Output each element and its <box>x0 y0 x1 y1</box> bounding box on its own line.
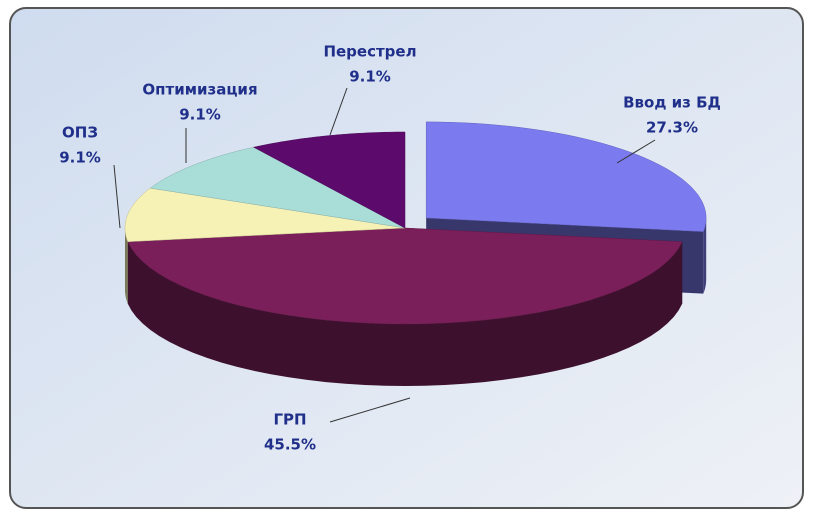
leader-line <box>329 397 411 423</box>
slice-label: ОПЗ <box>62 124 98 142</box>
slice-label: Перестрел <box>323 43 416 61</box>
slice <box>149 146 406 229</box>
slice-value-label: 9.1% <box>59 149 101 167</box>
slice <box>124 187 406 242</box>
slice-label: Оптимизация <box>142 81 257 99</box>
slice-label: Ввод из БД <box>623 94 721 112</box>
slice-value-label: 9.1% <box>179 106 221 124</box>
slice-wall <box>703 217 707 294</box>
slice-value-label: 27.3% <box>646 119 698 137</box>
plot: Ввод из БД 27.3% ГРП 45.5% ОПЗ 9.1% Оптимизаци… <box>59 43 721 454</box>
slice-label: ГРП <box>273 411 306 429</box>
slice-wall <box>125 228 128 304</box>
leader-line <box>616 139 656 164</box>
slice <box>425 121 707 232</box>
leader-line <box>113 164 121 229</box>
slice-value-label: 45.5% <box>264 436 316 454</box>
slice-wall <box>127 241 683 386</box>
slice-value-label: 9.1% <box>349 68 391 86</box>
leader-line <box>329 87 348 136</box>
slice <box>252 131 406 229</box>
slice <box>127 227 683 325</box>
